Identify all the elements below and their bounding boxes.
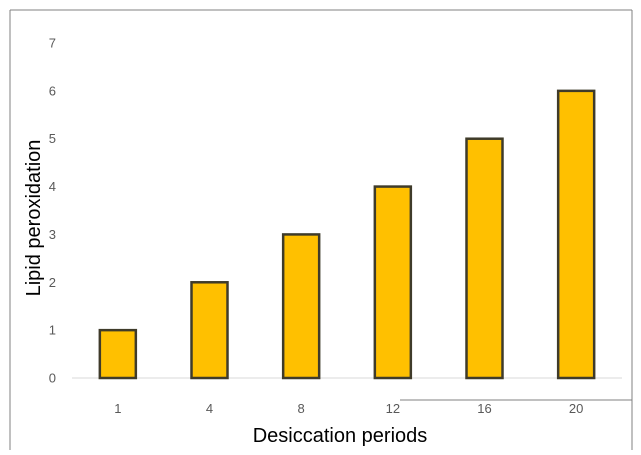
bar: [556, 89, 596, 380]
y-tick-label: 0: [49, 371, 56, 386]
y-tick-label: 4: [49, 179, 56, 194]
x-tick-label: 20: [569, 401, 583, 416]
bars: [98, 89, 596, 380]
bar: [281, 233, 321, 380]
y-tick-label: 2: [49, 275, 56, 290]
y-axis-ticks: 0 1 2 3 4 5 6 7: [49, 36, 56, 386]
x-tick-label: 1: [114, 401, 121, 416]
x-tick-label: 16: [477, 401, 491, 416]
x-tick-label: 8: [298, 401, 305, 416]
y-tick-label: 5: [49, 131, 56, 146]
y-tick-label: 7: [49, 36, 56, 51]
y-tick-label: 3: [49, 227, 56, 242]
x-tick-label: 12: [386, 401, 400, 416]
y-axis-title: Lipid peroxidation: [23, 140, 45, 297]
bar: [98, 328, 138, 380]
y-tick-label: 1: [49, 323, 56, 338]
x-tick-label: 4: [206, 401, 213, 416]
y-tick-label: 6: [49, 83, 56, 98]
bar: [373, 185, 413, 380]
bar: [190, 281, 229, 380]
bar: [465, 137, 504, 380]
chart-frame: [9, 9, 633, 450]
x-axis-ticks: 1 4 8 12 16 20: [114, 401, 583, 416]
x-axis-title: Desiccation periods: [253, 425, 428, 447]
